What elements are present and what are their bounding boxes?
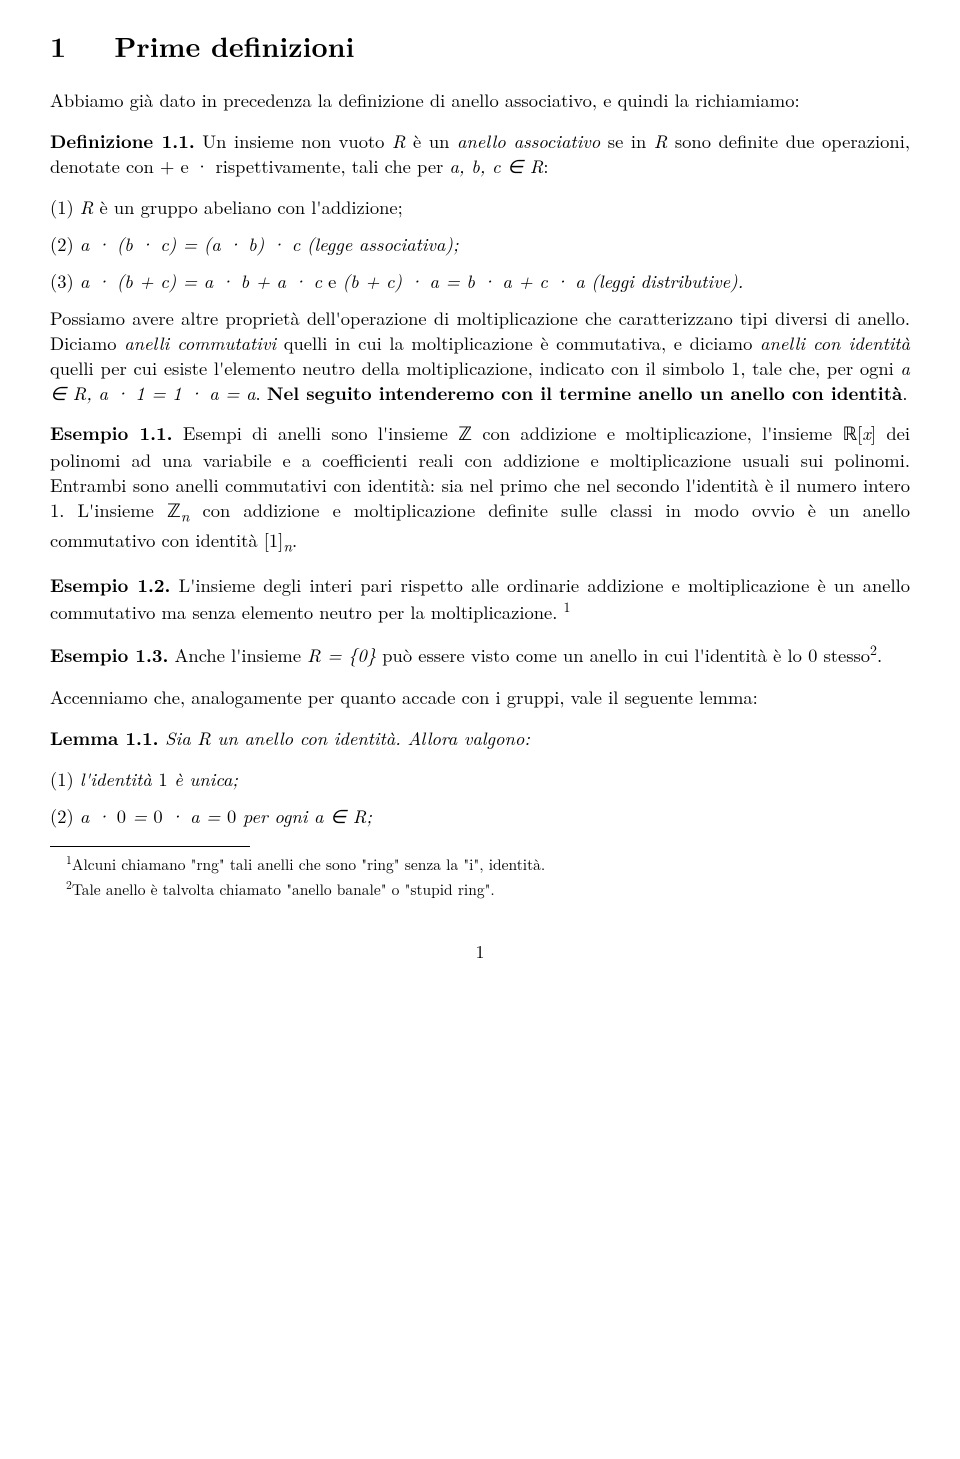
def-text-3: se in: [600, 128, 654, 154]
p2-c: quelli per cui esiste l'elemento neutro …: [50, 355, 901, 381]
ex11-label: Esempio 1.1.: [50, 420, 173, 446]
lemma-1-text: l'identità 1 è unica;: [80, 766, 238, 792]
section-title: Prime definizioni: [114, 26, 354, 66]
item-2-post: (legge associativa);: [300, 231, 458, 257]
intro-paragraph: Abbiamo già dato in precedenza la defini…: [50, 88, 910, 113]
section-number: 1: [50, 26, 66, 66]
ex11-text: Esempi di anelli sono l'insieme ℤ con ad…: [50, 420, 910, 552]
item-3-math-b: (b + c) · a = b · a + c · a: [343, 268, 585, 294]
footnote-2-text: Tale anello è talvolta chiamato "anello …: [72, 879, 495, 900]
lemma-item-2: (2) a · 0 = 0 · a = 0 per ogni a ∈ R;: [50, 804, 910, 829]
def-item-1: (1) R è un gruppo abeliano con l'addizio…: [50, 195, 910, 220]
period: .: [902, 380, 907, 406]
p2-d: .: [256, 380, 267, 406]
item-2-pre: (2): [50, 231, 80, 257]
footnote-2: 2Tale anello è talvolta chiamato "anello…: [50, 878, 910, 900]
lemma-2-pre: (2): [50, 803, 80, 829]
lemma-label: Lemma 1.1.: [50, 725, 159, 751]
footnote-ref-2: 2: [870, 640, 877, 660]
ex13-text-a: Anche l'insieme: [168, 643, 307, 669]
lemma-1-1: Lemma 1.1. Sia R un anello con identità.…: [50, 726, 910, 751]
lemma-1-pre: (1): [50, 766, 80, 792]
lemma-text: Sia R un anello con identità. Allora val…: [159, 725, 531, 751]
math-abc: a, b, c ∈ R: [449, 153, 543, 179]
def-text-2: è un: [405, 128, 456, 154]
math-R2: R: [654, 128, 668, 154]
ex12-text: L'insieme degli interi pari rispetto all…: [50, 572, 910, 625]
page-number: 1: [50, 940, 910, 964]
item-1-pre: (1): [50, 194, 80, 220]
item-3-pre: (3): [50, 268, 80, 294]
footnote-1: 1Alcuni chiamano "rng" tali anelli che s…: [50, 853, 910, 875]
def-text-1: Un insieme non vuoto: [195, 128, 392, 154]
def-label: Definizione 1.1.: [50, 128, 195, 154]
paragraph-2: Possiamo avere altre proprietà dell'oper…: [50, 306, 910, 406]
ex13-math: R = {0}: [307, 643, 376, 669]
example-1-3: Esempio 1.3. Anche l'insieme R = {0} può…: [50, 641, 910, 668]
ex13-text-b: può essere visto come un anello in cui l…: [376, 643, 870, 669]
item-3-post: (leggi distributive).: [585, 268, 744, 294]
footnote-1-text: Alcuni chiamano "rng" tali anelli che so…: [72, 855, 545, 876]
lemma-2-text: a · 0 = 0 · a = 0 per ogni a ∈ R;: [80, 803, 372, 829]
footnote-rule: [50, 846, 250, 847]
footnote-ref-1: 1: [564, 597, 571, 617]
anelli-commutativi: anelli commutativi: [124, 330, 276, 356]
anelli-identita: anelli con identità: [760, 330, 910, 356]
example-1-1: Esempio 1.1. Esempi di anelli sono l'ins…: [50, 421, 910, 557]
p2-b: quelli in cui la moltiplicazione è commu…: [276, 330, 760, 356]
example-1-2: Esempio 1.2. L'insieme degli interi pari…: [50, 573, 910, 625]
item-2-math: a · (b · c) = (a · b) · c: [80, 231, 300, 257]
item-3-math: a · (b + c) = a · b + a · c: [80, 268, 322, 294]
section-heading: 1 Prime definizioni: [50, 28, 910, 66]
lemma-item-1: (1) l'identità 1 è unica;: [50, 767, 910, 792]
def-item-2: (2) a · (b · c) = (a · b) · c (legge ass…: [50, 232, 910, 257]
item-1-text: R: [80, 194, 94, 220]
paragraph-3: Accenniamo che, analogamente per quanto …: [50, 685, 910, 710]
ex13-label: Esempio 1.3.: [50, 643, 168, 669]
ex12-label: Esempio 1.2.: [50, 572, 170, 598]
anello-associativo: anello associativo: [457, 128, 600, 154]
def-item-3: (3) a · (b + c) = a · b + a · c e (b + c…: [50, 269, 910, 294]
bold-statement: Nel seguito intenderemo con il termine a…: [267, 380, 902, 406]
math-R: R: [392, 128, 406, 154]
definition-1-1: Definizione 1.1. Un insieme non vuoto R …: [50, 129, 910, 179]
